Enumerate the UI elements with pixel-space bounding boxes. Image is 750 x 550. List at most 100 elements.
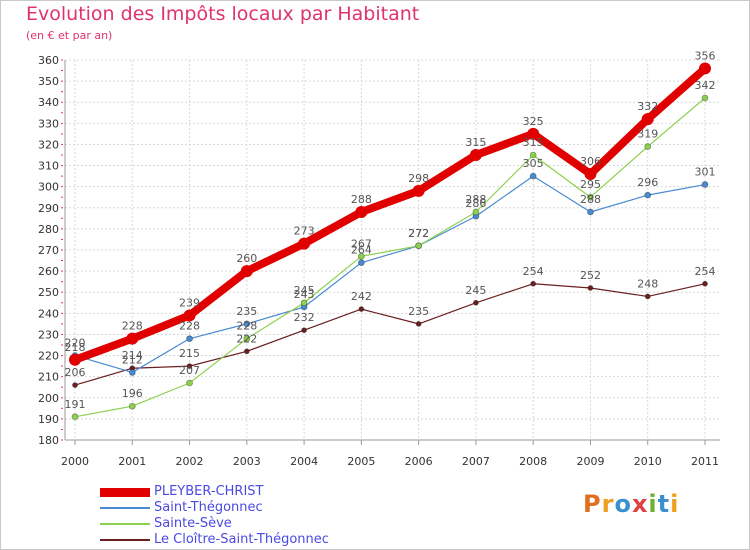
data-point	[701, 181, 709, 188]
y-tick-label: 190	[38, 413, 59, 426]
logo-letter: t	[657, 490, 671, 518]
series-line-0	[71, 64, 709, 364]
data-point	[584, 168, 597, 180]
data-point	[301, 327, 307, 334]
data-label: 196	[122, 387, 143, 400]
legend-swatch	[100, 507, 150, 509]
y-tick-label: 210	[38, 371, 59, 384]
data-label: 239	[179, 296, 200, 309]
y-tick-label: 290	[38, 202, 59, 215]
y-tick-label: 350	[38, 75, 59, 88]
legend-label: Le Cloître-Saint-Thégonnec	[154, 532, 329, 547]
series-line-1	[74, 175, 706, 374]
data-point	[702, 280, 708, 287]
data-label: 222	[236, 332, 257, 345]
logo-letter: r	[601, 490, 615, 518]
data-label: 245	[465, 284, 486, 297]
data-label: 315	[465, 136, 486, 149]
legend-label: PLEYBER-CHRIST	[154, 484, 264, 499]
data-point	[641, 113, 654, 126]
chart-title: Evolution des Impôts locaux par Habitant	[26, 3, 420, 25]
chart-subtitle: (en € et par an)	[26, 29, 113, 42]
x-tick-label: 2000	[61, 455, 89, 468]
data-label: 356	[695, 49, 716, 62]
data-point	[126, 332, 139, 345]
data-label: 242	[351, 290, 372, 303]
proxiti-logo: Proxiti	[583, 490, 679, 518]
data-point	[243, 348, 250, 355]
data-point	[186, 335, 193, 343]
data-point	[415, 242, 423, 250]
data-point	[472, 208, 480, 216]
data-point	[469, 149, 482, 161]
data-label: 305	[523, 157, 544, 170]
data-label: 272	[408, 227, 429, 240]
x-tick-label: 2009	[576, 455, 604, 468]
data-point	[69, 353, 81, 366]
data-point	[529, 151, 537, 159]
data-point	[355, 206, 368, 218]
x-tick-label: 2006	[405, 455, 433, 468]
data-point	[71, 413, 79, 421]
data-label: 248	[637, 277, 658, 290]
logo-letter: i	[670, 490, 680, 518]
data-label: 273	[294, 225, 315, 238]
data-point	[186, 363, 193, 370]
data-point	[183, 309, 196, 322]
data-label: 207	[179, 364, 200, 377]
x-tick-label: 2004	[290, 455, 318, 468]
data-label: 254	[695, 265, 716, 278]
y-tick-label: 360	[38, 54, 59, 67]
x-tick-label: 2011	[691, 455, 719, 468]
legend-swatch	[100, 523, 150, 525]
data-label: 235	[408, 305, 429, 318]
data-label: 260	[236, 252, 257, 265]
data-label: 218	[65, 341, 86, 354]
x-tick-label: 2007	[462, 455, 490, 468]
data-point	[412, 184, 425, 197]
data-point	[644, 191, 652, 199]
data-point	[298, 237, 311, 250]
data-label: 232	[294, 311, 315, 324]
x-tick-label: 2001	[118, 455, 146, 468]
legend-item-saint-thegonnec: Saint-Thégonnec	[100, 500, 420, 516]
y-tick-label: 230	[38, 328, 59, 341]
data-point	[587, 193, 594, 201]
series-line-2	[74, 97, 706, 418]
series-line-3	[74, 283, 706, 386]
logo-letter: x	[631, 490, 649, 518]
y-tick-label: 300	[38, 181, 59, 194]
data-point	[701, 94, 709, 102]
data-label: 191	[65, 398, 86, 411]
x-tick-label: 2005	[347, 455, 375, 468]
data-point	[644, 143, 652, 150]
data-label: 295	[580, 178, 601, 191]
x-tick-label: 2003	[233, 455, 261, 468]
logo-letter: i	[648, 490, 658, 518]
data-label: 288	[465, 193, 486, 206]
data-point	[240, 265, 253, 278]
legend-item-pleyber-christ: PLEYBER-CHRIST	[100, 484, 420, 500]
data-label: 228	[122, 320, 143, 333]
data-label: 296	[637, 176, 658, 189]
data-point	[243, 320, 251, 328]
data-label: 286	[465, 197, 486, 210]
data-point	[415, 320, 422, 327]
y-tick-label: 310	[38, 160, 59, 173]
data-point	[243, 335, 251, 343]
data-label: 342	[695, 79, 716, 92]
data-label: 245	[294, 284, 315, 297]
data-point	[644, 293, 651, 300]
legend-label: Sainte-Sève	[154, 516, 232, 531]
data-label: 288	[580, 193, 601, 206]
x-tick-label: 2002	[176, 455, 204, 468]
data-label: 315	[523, 136, 544, 149]
data-label: 332	[637, 100, 658, 113]
data-point	[300, 299, 308, 307]
data-point	[128, 402, 136, 410]
data-point	[530, 280, 537, 287]
data-label: 272	[408, 227, 429, 240]
data-point	[587, 285, 594, 291]
legend-item-le-cloitre: Le Cloître-Saint-Thégonnec	[100, 532, 420, 548]
